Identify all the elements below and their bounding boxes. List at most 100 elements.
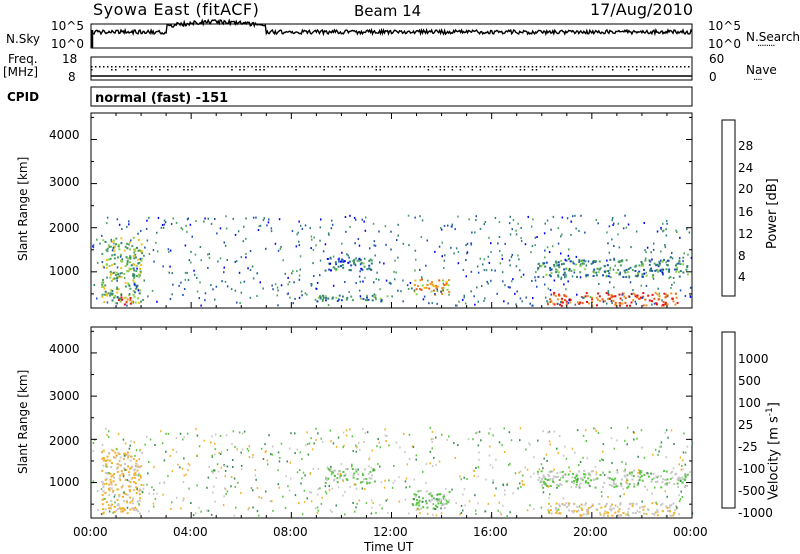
velocity-echo-point <box>330 465 332 468</box>
power-echo-point <box>448 279 450 282</box>
power-echo-point <box>499 250 501 252</box>
velocity-echo-point <box>105 501 108 503</box>
power-echo-point <box>325 299 327 302</box>
velocity-echo-point <box>224 469 227 472</box>
velocity-echo-point <box>626 443 628 446</box>
power-echo-point <box>130 264 133 267</box>
velocity-echo-point <box>545 453 548 456</box>
velocity-echo-point <box>106 434 108 437</box>
velocity-echo-point <box>415 509 418 512</box>
velocity-echo-point <box>627 507 630 510</box>
power-echo-point <box>133 295 136 298</box>
power-echo-point <box>443 259 446 262</box>
power-echo-point <box>426 239 428 242</box>
power-echo-point <box>690 256 693 259</box>
power-echo-point <box>347 261 350 264</box>
power-echo-point <box>562 273 565 276</box>
nave-dot <box>535 66 538 68</box>
power-echo-point <box>133 248 136 251</box>
power-echo-point <box>133 263 136 266</box>
velocity-echo-point <box>654 511 657 514</box>
velocity-echo-point <box>139 450 141 452</box>
nave-dot <box>371 66 373 68</box>
power-cbar-tick-24: 24 <box>738 161 754 175</box>
power-echo-point <box>345 230 347 233</box>
power-echo-point <box>661 273 664 276</box>
power-echo-point <box>121 298 124 301</box>
velocity-echo-point <box>432 437 434 440</box>
velocity-echo-point <box>325 478 328 481</box>
power-echo-point <box>568 248 570 251</box>
power-echo-point <box>134 256 137 259</box>
power-echo-point <box>224 244 227 247</box>
velocity-echo-point <box>206 509 208 512</box>
nave-dot <box>263 66 265 68</box>
velocity-echo-point <box>589 479 592 482</box>
velocity-echo-point <box>684 472 686 475</box>
power-echo-point <box>569 260 572 263</box>
velocity-echo-point <box>353 472 356 475</box>
velocity-echo-point <box>108 510 111 513</box>
power-echo-point <box>619 260 622 263</box>
velocity-echo-point <box>289 461 291 464</box>
power-echo-point <box>663 258 665 261</box>
velocity-echo-point <box>562 476 564 479</box>
velocity-echo-point <box>572 511 575 514</box>
velocity-echo-point <box>460 478 462 481</box>
nave-dot <box>411 66 413 68</box>
power-echo-point <box>558 266 561 269</box>
power-echo-point <box>338 260 340 263</box>
power-echo-point <box>116 279 118 282</box>
nave-dot <box>579 66 582 68</box>
velocity-echo-point <box>104 491 107 494</box>
nave-dot <box>255 66 257 68</box>
power-echo-point <box>355 257 357 260</box>
power-echo-point <box>583 296 585 299</box>
velocity-echo-point <box>210 513 213 516</box>
power-echo-point <box>553 303 556 306</box>
power-echo-point <box>353 258 356 261</box>
velocity-echo-point <box>220 466 222 469</box>
velocity-echo-point <box>408 512 410 515</box>
nave-dot <box>627 69 630 71</box>
nave-dot <box>299 66 301 68</box>
power-echo-point <box>546 246 549 249</box>
velocity-echo-point <box>512 492 514 495</box>
velocity-echo-point <box>523 483 525 486</box>
power-echo-point <box>656 293 659 296</box>
velocity-echo-point <box>542 474 545 477</box>
velocity-echo-point <box>432 503 435 506</box>
velocity-echo-point <box>118 494 121 497</box>
power-echo-point <box>652 274 655 276</box>
velocity-echo-point <box>509 462 511 465</box>
velocity-echo-point <box>125 499 128 502</box>
power-echo-point <box>663 292 666 295</box>
power-echo-point <box>651 269 654 272</box>
power-echo-point <box>106 250 109 253</box>
power-echo-point <box>319 274 321 277</box>
velocity-echo-point <box>305 444 307 447</box>
power-echo-point <box>312 248 315 251</box>
velocity-echo-point <box>425 463 428 465</box>
velocity-echo-point <box>116 466 119 469</box>
power-echo-point <box>583 259 585 262</box>
power-echo-point <box>563 283 565 286</box>
power-echo-point <box>649 268 652 271</box>
velocity-echo-point <box>123 491 125 494</box>
power-echo-point <box>115 237 118 240</box>
velocity-echo-point <box>589 474 592 477</box>
velocity-echo-point <box>538 468 541 471</box>
power-echo-point <box>558 263 560 266</box>
power-echo-point <box>358 259 361 262</box>
nave-dot <box>123 66 125 68</box>
power-echo-point <box>411 287 413 290</box>
velocity-echo-point <box>288 489 291 492</box>
power-echo-point <box>185 224 187 227</box>
power-echo-point <box>565 295 568 298</box>
vel-cbar-tick-1000: 1000 <box>738 352 769 366</box>
power-echo-point <box>366 296 368 299</box>
power-echo-point <box>563 294 566 297</box>
power-echo-point <box>450 246 452 249</box>
velocity-echo-point <box>252 454 254 456</box>
velocity-echo-point <box>137 472 140 475</box>
